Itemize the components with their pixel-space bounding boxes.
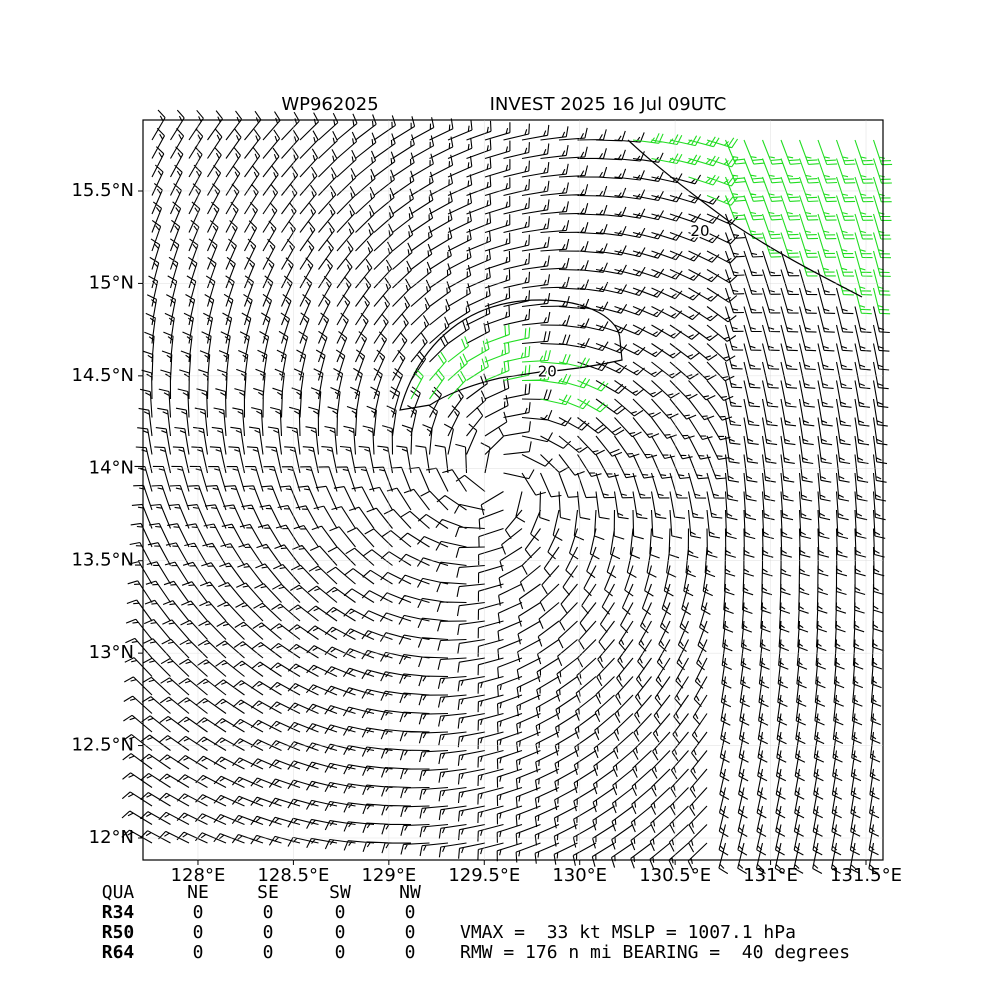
contour-line bbox=[627, 139, 863, 298]
x-tick-label: 131°E bbox=[743, 865, 798, 886]
x-tick-label: 129°E bbox=[361, 865, 416, 886]
table-cell: 0 bbox=[335, 902, 346, 923]
table-cell: R34 bbox=[102, 902, 135, 923]
contour-line bbox=[399, 299, 623, 411]
x-tick-label: 128.5°E bbox=[257, 865, 329, 886]
barb-field bbox=[121, 109, 893, 875]
table-cell: 0 bbox=[193, 922, 204, 943]
table-header: QUA bbox=[102, 882, 135, 903]
table-cell: 0 bbox=[335, 942, 346, 963]
y-tick-label: 15°N bbox=[89, 272, 134, 293]
y-tick-label: 14.5°N bbox=[71, 365, 134, 386]
table-cell: 0 bbox=[405, 922, 416, 943]
y-tick-label: 15.5°N bbox=[71, 180, 134, 201]
table-header: NW bbox=[399, 882, 421, 903]
wind-barbs-strong bbox=[410, 133, 893, 413]
title-right: INVEST 2025 16 Jul 09UTC bbox=[490, 94, 727, 115]
table-cell: 0 bbox=[193, 942, 204, 963]
x-tick-label: 131.5°E bbox=[830, 865, 902, 886]
table-cell: R50 bbox=[102, 922, 135, 943]
contour-label: 20 bbox=[538, 363, 557, 381]
x-tick-label: 130.5°E bbox=[639, 865, 711, 886]
info-line: VMAX = 33 kt MSLP = 1007.1 hPa bbox=[460, 922, 796, 943]
y-tick-label: 13°N bbox=[89, 642, 134, 663]
table-cell: 0 bbox=[335, 922, 346, 943]
y-tick-label: 14°N bbox=[89, 457, 134, 478]
table-header: SW bbox=[329, 882, 351, 903]
table-cell: 0 bbox=[193, 902, 204, 923]
table-cell: 0 bbox=[263, 942, 274, 963]
table-cell: 0 bbox=[263, 922, 274, 943]
table-cell: 0 bbox=[405, 942, 416, 963]
contour-label: 20 bbox=[690, 222, 709, 240]
y-tick-label: 12°N bbox=[89, 827, 134, 848]
table-cell: 0 bbox=[263, 902, 274, 923]
x-tick-label: 130°E bbox=[552, 865, 607, 886]
table-cell: R64 bbox=[102, 942, 135, 963]
x-tick-label: 129.5°E bbox=[448, 865, 520, 886]
wind-barbs bbox=[121, 109, 890, 875]
x-tick-label: 128°E bbox=[171, 865, 226, 886]
y-tick-label: 12.5°N bbox=[71, 735, 134, 756]
info-line: RMW = 176 n mi BEARING = 40 degrees bbox=[460, 942, 850, 963]
plot-frame bbox=[142, 119, 884, 861]
table-header: NE bbox=[187, 882, 209, 903]
y-tick-label: 13.5°N bbox=[71, 550, 134, 571]
table-header: SE bbox=[257, 882, 279, 903]
title-left: WP962025 bbox=[281, 94, 378, 115]
table-cell: 0 bbox=[405, 902, 416, 923]
